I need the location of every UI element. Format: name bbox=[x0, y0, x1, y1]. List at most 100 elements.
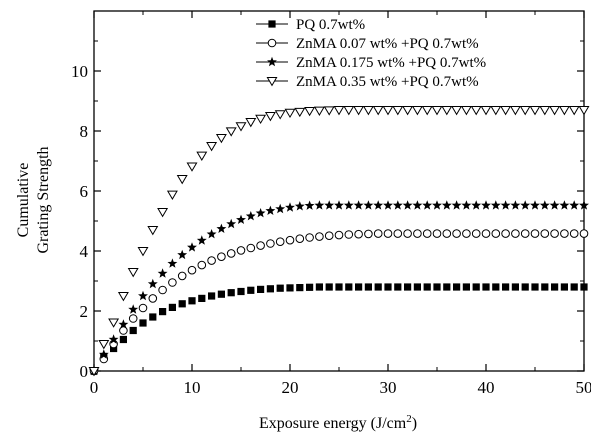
y-tick-label: 8 bbox=[80, 122, 89, 141]
data-point bbox=[177, 271, 187, 281]
data-point bbox=[363, 200, 374, 210]
data-point bbox=[274, 110, 286, 120]
data-point bbox=[580, 283, 588, 291]
data-point bbox=[187, 265, 197, 275]
data-point bbox=[98, 340, 110, 350]
data-point bbox=[157, 268, 168, 278]
data-point bbox=[402, 200, 413, 210]
legend-marker bbox=[268, 20, 276, 28]
series-2 bbox=[89, 229, 589, 376]
data-point bbox=[422, 200, 433, 210]
data-point bbox=[275, 203, 286, 214]
data-point bbox=[216, 223, 227, 234]
data-point bbox=[138, 303, 148, 313]
data-point bbox=[432, 200, 442, 210]
data-point bbox=[568, 106, 580, 116]
data-point bbox=[88, 367, 100, 377]
data-point bbox=[294, 107, 306, 118]
data-point bbox=[139, 319, 147, 327]
data-point bbox=[481, 229, 491, 238]
data-point bbox=[373, 200, 384, 210]
data-point bbox=[470, 106, 482, 116]
data-point bbox=[520, 229, 530, 238]
data-point bbox=[304, 106, 316, 117]
data-point bbox=[431, 106, 443, 116]
data-point bbox=[413, 229, 422, 238]
data-point bbox=[294, 201, 305, 211]
tick-labels: 0 10 20 30 40 50 0 2 4 6 8 10 bbox=[71, 62, 591, 397]
data-point bbox=[353, 106, 365, 116]
data-point bbox=[127, 268, 139, 278]
data-point bbox=[343, 106, 355, 116]
data-point bbox=[159, 308, 167, 316]
data-point bbox=[177, 249, 188, 260]
data-point bbox=[471, 229, 481, 238]
data-point bbox=[119, 335, 127, 344]
data-point bbox=[364, 229, 373, 239]
data-point bbox=[382, 106, 394, 116]
data-point bbox=[411, 106, 423, 116]
data-point bbox=[255, 208, 266, 218]
data-point bbox=[315, 283, 323, 291]
data-point bbox=[217, 252, 226, 262]
data-point bbox=[314, 200, 325, 210]
data-point bbox=[374, 283, 382, 291]
data-point bbox=[295, 234, 305, 243]
data-point bbox=[334, 230, 344, 240]
legend-marker bbox=[266, 77, 278, 87]
data-point bbox=[471, 200, 482, 210]
data-point bbox=[392, 106, 404, 116]
data-point bbox=[276, 284, 284, 292]
data-point bbox=[519, 106, 531, 116]
data-point bbox=[324, 200, 335, 210]
data-point bbox=[560, 283, 568, 291]
data-point bbox=[335, 283, 343, 291]
data-point bbox=[275, 237, 285, 246]
data-point bbox=[296, 284, 304, 292]
data-point bbox=[579, 229, 589, 238]
data-point bbox=[353, 200, 364, 210]
data-point bbox=[236, 214, 246, 225]
data-point bbox=[158, 285, 167, 295]
data-point bbox=[394, 283, 402, 291]
legend-label: ZnMA 0.35 wt% +PQ 0.7wt% bbox=[296, 74, 479, 90]
data-point bbox=[354, 229, 363, 239]
data-point bbox=[168, 278, 177, 287]
data-point bbox=[345, 283, 353, 291]
data-point bbox=[245, 211, 256, 221]
data-point bbox=[188, 297, 196, 305]
data-point bbox=[453, 283, 461, 291]
data-point bbox=[186, 162, 198, 172]
data-point bbox=[137, 247, 149, 257]
x-tick-label: 0 bbox=[90, 378, 99, 397]
data-point bbox=[245, 118, 257, 128]
x-axis-title: Exposure energy (J/cm2) bbox=[259, 413, 417, 432]
data-point bbox=[110, 344, 118, 353]
data-point bbox=[550, 229, 559, 238]
data-point bbox=[539, 106, 551, 116]
data-point bbox=[246, 243, 256, 253]
data-point bbox=[403, 229, 412, 238]
data-point bbox=[256, 241, 265, 250]
data-point bbox=[257, 285, 265, 293]
data-point bbox=[569, 229, 579, 238]
x-axis-title-superscript: 2 bbox=[406, 413, 412, 425]
data-point bbox=[237, 287, 245, 296]
data-point bbox=[187, 242, 197, 252]
data-point bbox=[208, 292, 216, 300]
data-point bbox=[304, 200, 315, 210]
data-point bbox=[530, 200, 540, 210]
data-point bbox=[206, 229, 217, 239]
data-point bbox=[511, 229, 520, 238]
data-point bbox=[197, 260, 207, 270]
data-point bbox=[206, 142, 218, 152]
data-point bbox=[355, 283, 363, 291]
data-point bbox=[490, 106, 502, 116]
data-point bbox=[226, 218, 237, 229]
data-point bbox=[362, 106, 374, 116]
y-axis-title-line1: Cumulative bbox=[15, 163, 32, 238]
data-point bbox=[196, 151, 208, 161]
legend-label: ZnMA 0.175 wt% +PQ 0.7wt% bbox=[296, 55, 486, 71]
data-point bbox=[149, 313, 157, 321]
